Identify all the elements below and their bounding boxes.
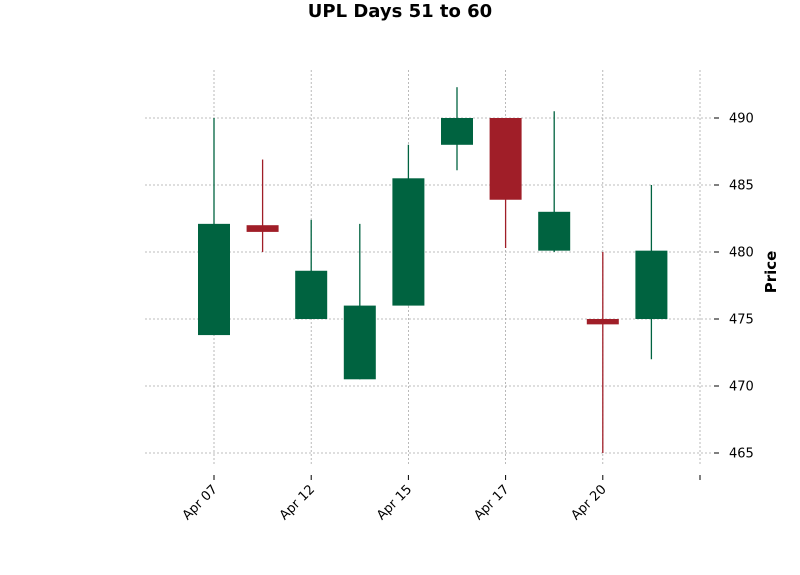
candle-body-up	[441, 118, 473, 145]
y-axis-label: Price	[762, 251, 780, 294]
grid-layer	[145, 70, 712, 464]
candle-body-down	[489, 118, 522, 200]
candle-body-up	[392, 178, 425, 306]
candle-body-up	[538, 211, 571, 251]
y-tick-label: 475	[729, 313, 754, 328]
candle-body-up	[343, 305, 376, 380]
x-tick-label: Apr 15	[374, 482, 415, 523]
x-tick-label: Apr 17	[471, 482, 512, 523]
y-tick-label: 480	[729, 246, 754, 261]
x-tick-label: Apr 07	[180, 482, 221, 523]
axis-layer: 465 470 475 480 485 490 Apr 07 Apr 12 Apr 15 Apr …	[180, 112, 754, 524]
candle-body-up	[198, 223, 230, 336]
candle-body-up	[635, 250, 668, 319]
y-tick-label: 465	[729, 447, 754, 462]
candle-body-down	[586, 319, 619, 325]
candle-body-down	[246, 225, 279, 232]
candle-body-up	[295, 270, 328, 319]
candle-layer	[198, 87, 668, 453]
y-tick-label: 470	[729, 380, 754, 395]
y-tick-label: 490	[729, 112, 754, 127]
x-tick-label: Apr 12	[277, 482, 318, 523]
x-tick-label: Apr 20	[568, 482, 609, 523]
y-tick-label: 485	[729, 179, 754, 194]
chart-title: UPL Days 51 to 60	[308, 1, 492, 22]
